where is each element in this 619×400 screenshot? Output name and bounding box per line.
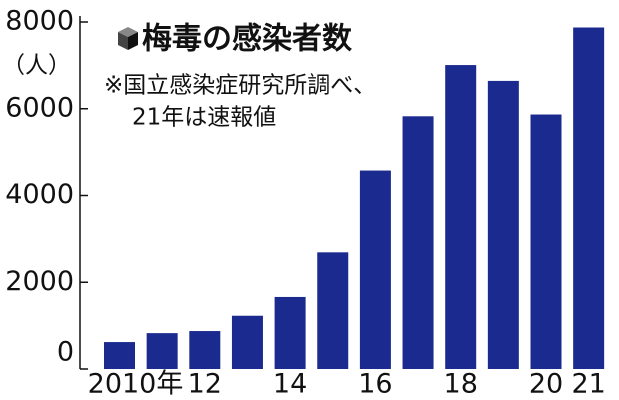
x-tick-label: 16 <box>358 369 392 400</box>
y-tick-label: 4000 <box>5 179 74 210</box>
y-tick-label: 6000 <box>5 92 74 123</box>
bar <box>359 170 391 369</box>
bar <box>530 114 562 369</box>
x-tick-label: 21 <box>571 369 605 400</box>
title-icon <box>118 27 138 50</box>
x-tick-label: 20 <box>529 369 563 400</box>
chart-title: 梅毒の感染者数 <box>142 22 353 57</box>
x-tick-label: 2010年 <box>88 369 184 400</box>
bar <box>189 331 221 369</box>
annotation: 21年は速報値 <box>132 105 276 131</box>
bar <box>445 65 477 369</box>
bar <box>317 252 349 369</box>
bar <box>402 116 434 370</box>
bar <box>274 296 306 369</box>
x-tick-label: 18 <box>444 369 478 400</box>
bar <box>104 342 135 369</box>
y-tick-label: 2000 <box>5 266 74 297</box>
x-tick-label: 12 <box>188 369 222 400</box>
bar <box>231 315 263 369</box>
bar <box>573 27 605 369</box>
y-axis-unit: （人） <box>2 53 71 79</box>
bar <box>146 333 178 369</box>
annotation: ※国立感染症研究所調べ、 <box>104 73 376 99</box>
y-tick-label: 8000 <box>5 6 74 37</box>
bar <box>487 80 519 369</box>
x-tick-label: 14 <box>273 369 307 400</box>
y-tick-label: 0 <box>57 337 74 368</box>
